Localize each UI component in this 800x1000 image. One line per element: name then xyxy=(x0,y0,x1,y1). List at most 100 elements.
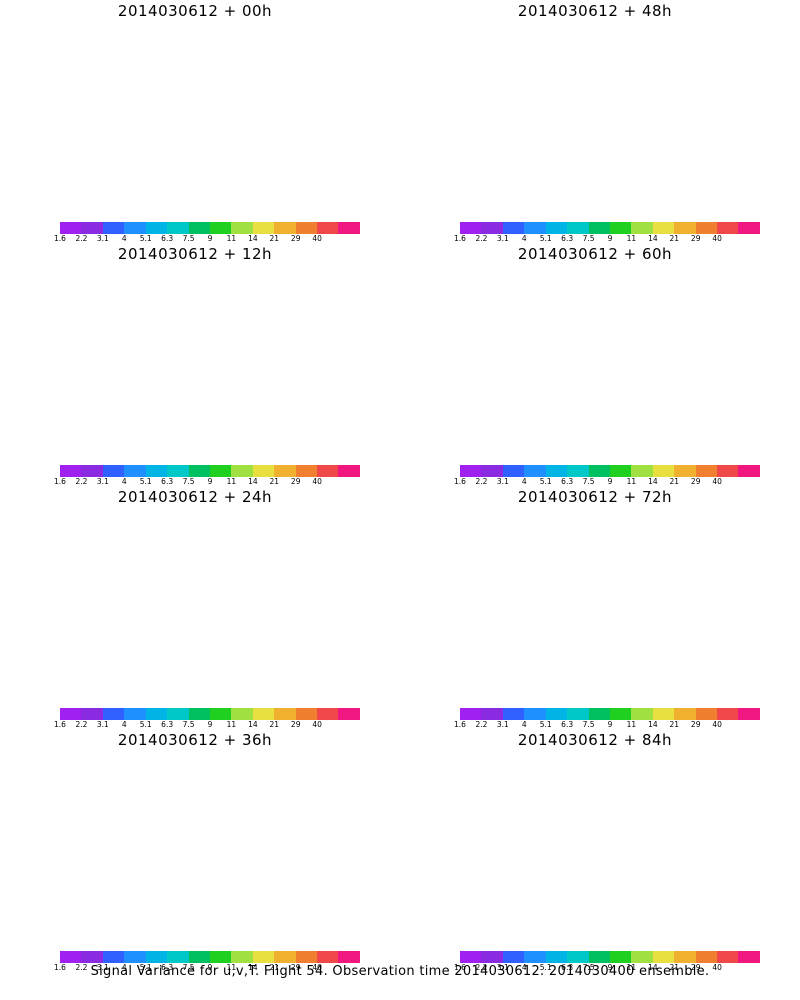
variance-contour xyxy=(132,97,246,163)
colorbar-tick-label: 1.6 xyxy=(454,963,466,972)
missing-data-patch xyxy=(22,589,58,603)
colorbar-swatch xyxy=(524,222,546,234)
graticule-meridian xyxy=(0,749,34,831)
colorbar-tick-label: 3.1 xyxy=(496,720,509,729)
colorbar-swatch xyxy=(481,465,503,477)
coastline xyxy=(60,283,345,381)
colorbar-swatch xyxy=(60,951,82,963)
colorbar-swatch xyxy=(652,708,675,720)
graticule-parallel xyxy=(400,25,790,130)
colorbar-tick-label: 40 xyxy=(312,234,322,243)
colorbar-tick-label: 9 xyxy=(607,963,613,972)
colorbar-swatch xyxy=(231,222,253,234)
variance-contour xyxy=(400,508,772,706)
colorbar xyxy=(60,465,360,477)
colorbar-tick-label: 5.1 xyxy=(539,963,552,972)
colorbar-tick-label: 7.5 xyxy=(582,477,595,486)
graticule-meridian xyxy=(400,749,434,831)
colorbar-swatch xyxy=(124,465,146,477)
colorbar-tick-label: 1.6 xyxy=(54,720,66,729)
graticule-parallel xyxy=(0,754,390,859)
colorbar-tick-label: 2.2 xyxy=(75,234,88,243)
colorbar-swatch xyxy=(295,465,318,477)
colorbar-tick-label: 9 xyxy=(207,477,213,486)
colorbar-tick-label: 6.3 xyxy=(561,234,574,243)
colorbar-labels: 1.6 2.2 3.1 4 5.1 6.3 7.5 9 11 14 21 29 40 xyxy=(454,720,760,732)
colorbar-swatch xyxy=(188,708,210,720)
variance-contour xyxy=(150,589,244,643)
panel-title: 2014030612 + 72h xyxy=(517,488,673,506)
colorbar-swatch xyxy=(631,222,653,234)
colorbar-swatch xyxy=(81,951,103,963)
graticule-meridian xyxy=(281,35,331,171)
variance-contour xyxy=(438,529,740,703)
map-background xyxy=(400,263,790,463)
colorbar-labels: 1.6 2.2 3.1 4 5.1 6.3 7.5 9 11 14 21 29 40 xyxy=(54,477,360,489)
colorbar-swatch xyxy=(652,951,675,963)
colorbar-swatch xyxy=(567,708,589,720)
graticule-meridian xyxy=(400,20,434,102)
graticule-meridian xyxy=(460,764,510,900)
colorbar-swatch xyxy=(588,222,610,234)
missing-data-patch xyxy=(16,343,64,362)
colorbar-swatch xyxy=(460,951,482,963)
colorbar-tick-label: 29 xyxy=(290,477,301,486)
colorbar-tick-label: 11 xyxy=(626,720,637,729)
map-background xyxy=(400,20,790,220)
colorbar-tick-label: 29 xyxy=(690,963,701,972)
graticule-parallel xyxy=(400,749,790,819)
colorbar-tick-label: 6.3 xyxy=(161,477,174,486)
graticule-parallel xyxy=(400,538,790,656)
colorbar-tick-label: 6.3 xyxy=(561,720,574,729)
colorbar-tick-label: 7.5 xyxy=(582,963,595,972)
colorbar-swatch xyxy=(631,465,653,477)
colorbar-tick-label: 7.5 xyxy=(182,720,195,729)
colorbar-swatch xyxy=(545,951,568,963)
variance-map xyxy=(0,506,390,706)
colorbar-swatch xyxy=(695,222,718,234)
colorbar-swatch xyxy=(81,708,103,720)
variance-contour xyxy=(171,115,223,145)
graticule-meridian xyxy=(681,278,731,414)
colorbar-swatch xyxy=(124,708,146,720)
graticule-meridian xyxy=(681,521,731,657)
variance-contour xyxy=(552,831,651,888)
variance-map xyxy=(400,506,790,706)
colorbar-tick-label: 21 xyxy=(269,234,280,243)
colorbar-tick-label: 3.1 xyxy=(496,477,509,486)
colorbar-swatch xyxy=(81,222,103,234)
colorbar-swatch xyxy=(338,465,360,477)
graticule-parallel xyxy=(0,268,390,373)
colorbar-swatch xyxy=(695,951,718,963)
graticule-parallel xyxy=(400,511,790,616)
missing-data-patch xyxy=(10,98,70,122)
graticule-parallel xyxy=(400,20,790,90)
panel-title: 2014030612 + 84h xyxy=(517,731,673,749)
graticule-meridian xyxy=(681,35,731,171)
graticule-meridian xyxy=(0,263,34,345)
colorbar-swatch xyxy=(695,708,718,720)
colorbar-swatch xyxy=(717,708,739,720)
colorbar-tick-label: 4 xyxy=(121,720,127,729)
colorbar-tick-label: 7.5 xyxy=(182,477,195,486)
graticule-meridian xyxy=(281,764,331,900)
colorbar-swatch xyxy=(674,465,696,477)
colorbar-swatch xyxy=(167,222,189,234)
colorbar-tick-label: 2.2 xyxy=(475,477,488,486)
graticule-parallel xyxy=(0,25,390,130)
colorbar-tick-label: 9 xyxy=(207,234,213,243)
panel-title: 2014030612 + 00h xyxy=(117,2,273,20)
colorbar-swatch xyxy=(738,465,760,477)
colorbar-swatch xyxy=(209,708,232,720)
colorbar-swatch xyxy=(295,222,318,234)
colorbar-tick-label: 14 xyxy=(648,477,658,486)
missing-data-patch xyxy=(315,560,345,572)
graticule-parallel xyxy=(0,506,390,576)
colorbar-tick-label: 9 xyxy=(207,720,213,729)
colorbar-tick-label: 40 xyxy=(312,477,322,486)
colorbar-tick-label: 29 xyxy=(290,963,301,972)
missing-data-patch xyxy=(252,142,288,158)
colorbar-tick-label: 9 xyxy=(607,234,613,243)
figure-caption: Signal Variance for u,v,T. Flight 54. Ob… xyxy=(90,964,710,979)
colorbar-tick-label: 5.1 xyxy=(139,234,152,243)
